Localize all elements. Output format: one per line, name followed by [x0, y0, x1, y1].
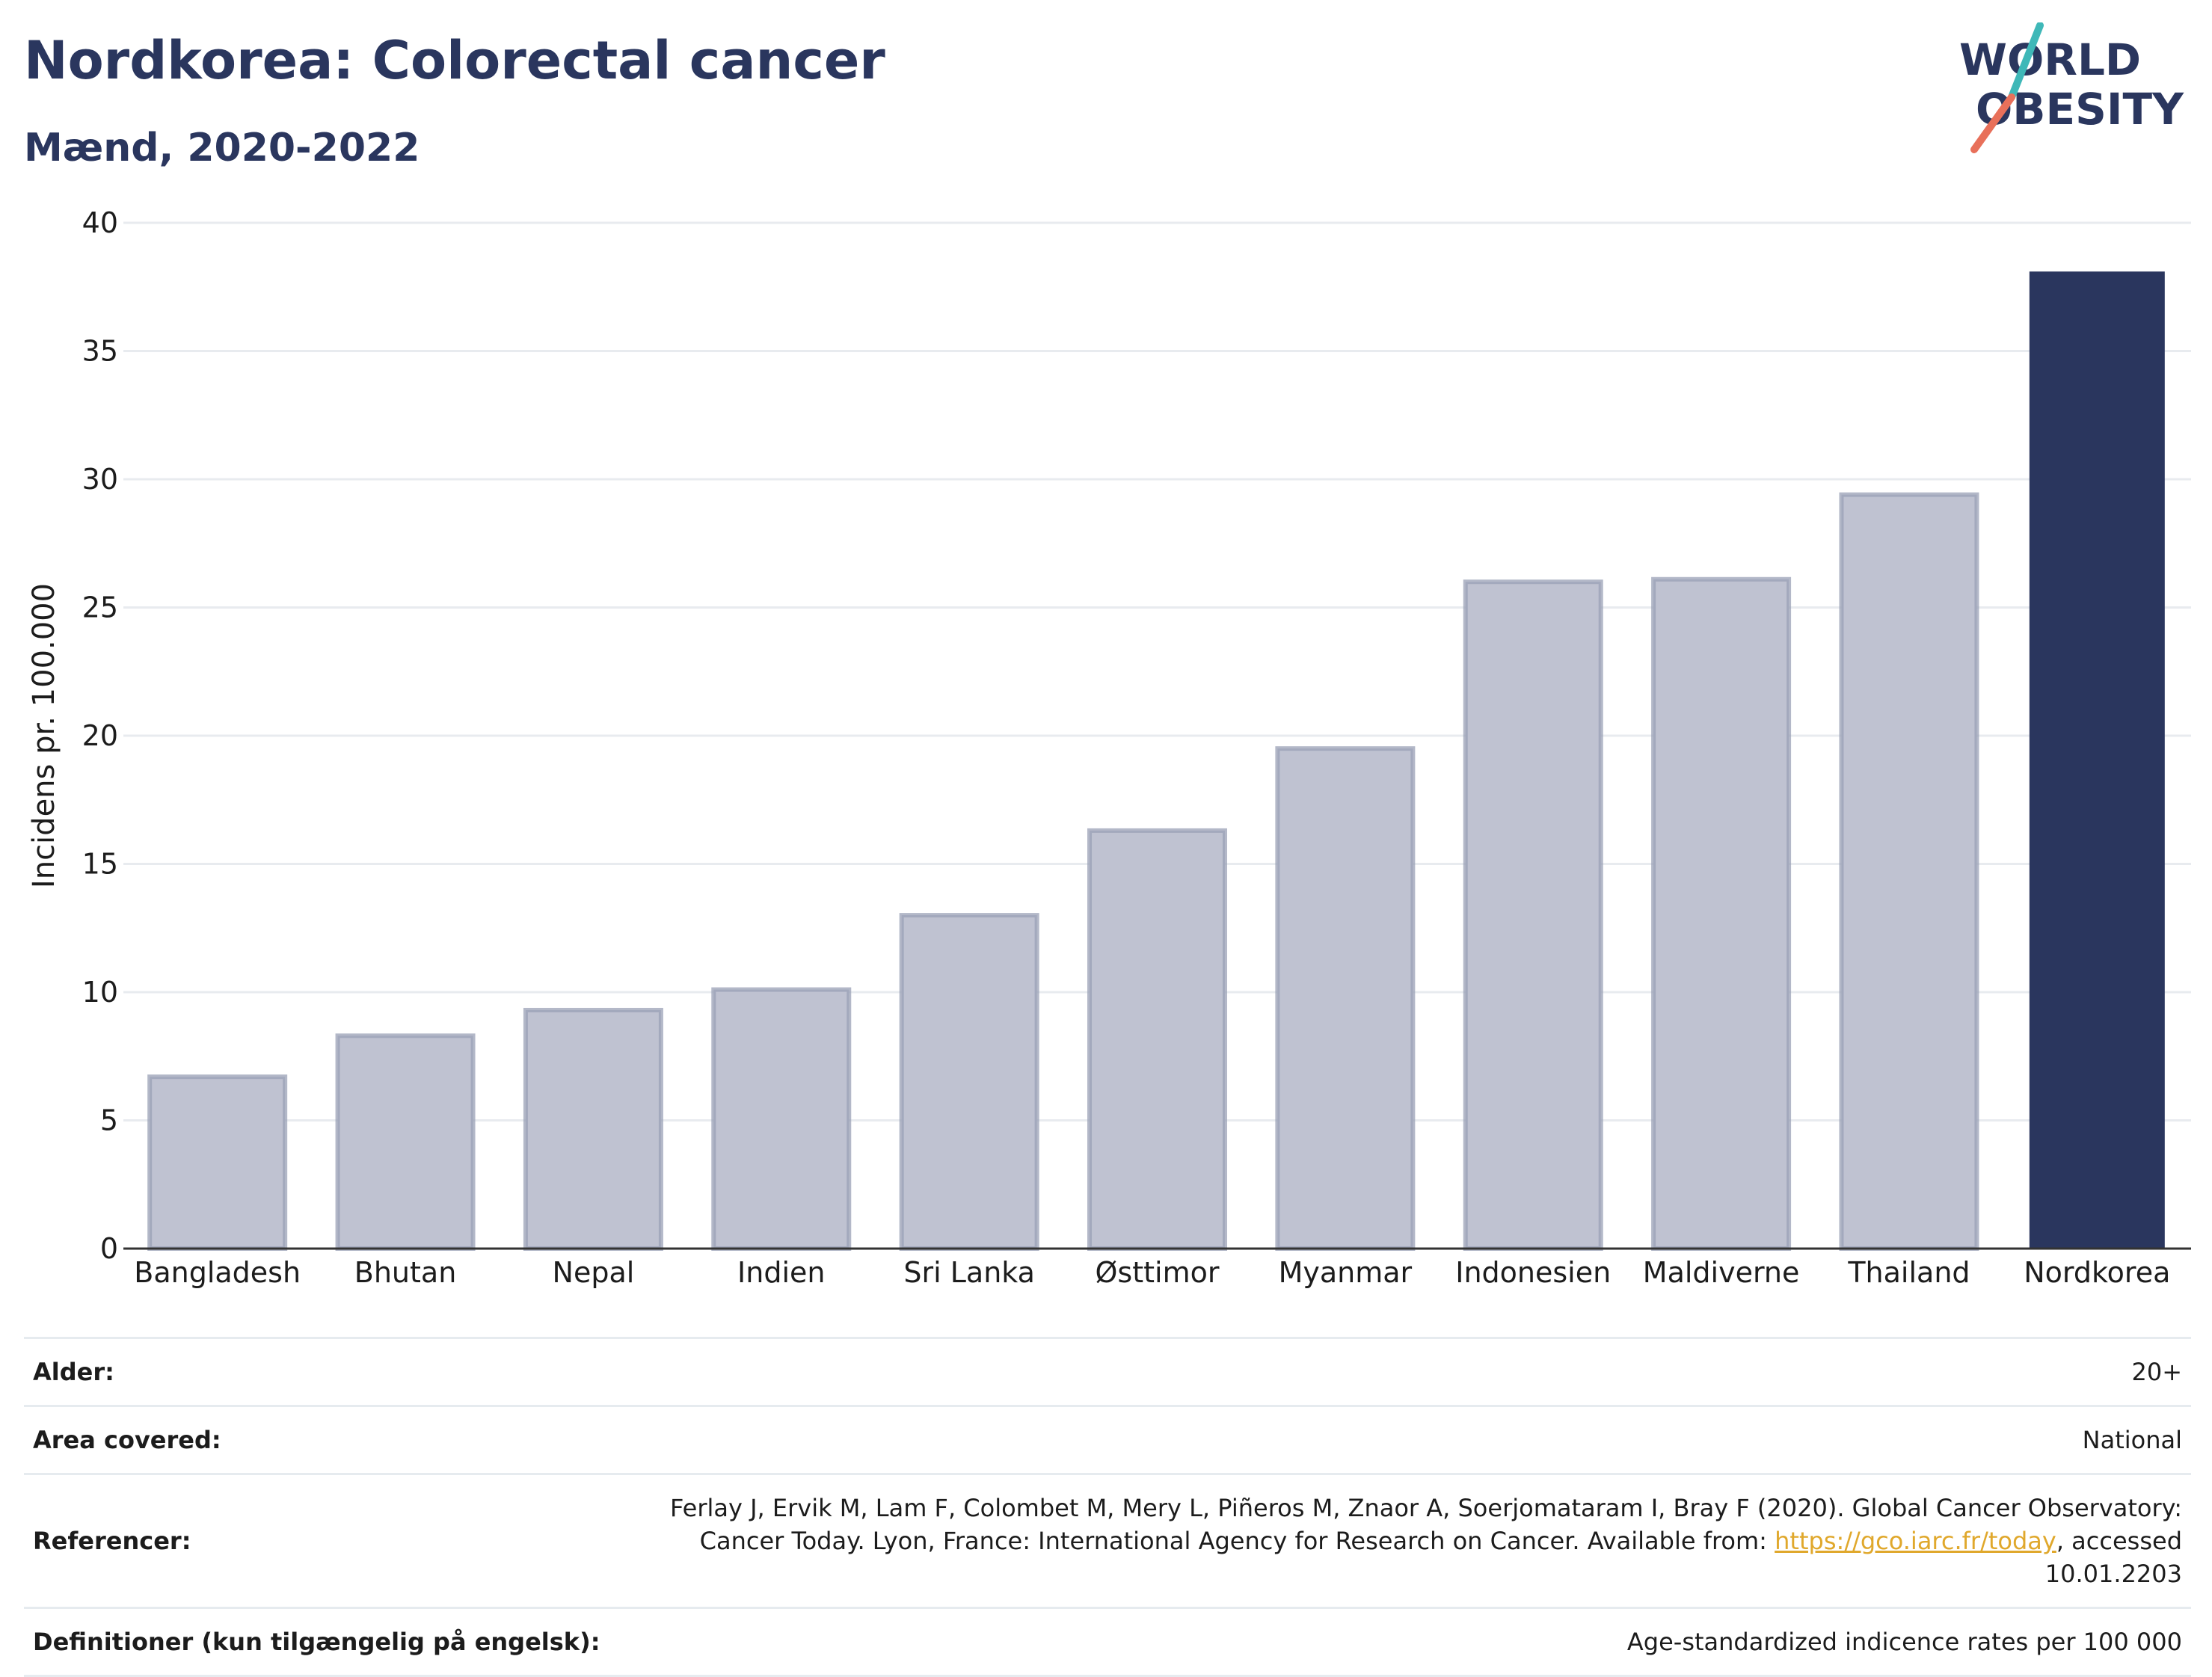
info-row: Area covered: National — [24, 1405, 2191, 1473]
info-row: Alder: 20+ — [24, 1337, 2191, 1405]
bars — [147, 271, 2165, 1252]
world-obesity-logo: WORLD OBESITY — [1959, 22, 2184, 153]
page-title: Nordkorea: Colorectal cancer — [24, 30, 885, 91]
y-tick-label: 20 — [82, 719, 118, 752]
bar-nordkorea — [2029, 271, 2165, 1249]
bar-chart: 0 5 10 15 20 25 30 35 40 Bangladesh Bhutan Nepal In… — [27, 206, 2191, 1289]
info-label: Referencer: — [33, 1527, 191, 1555]
y-tick-label: 30 — [82, 463, 118, 496]
bar-thailand — [1839, 492, 1979, 1251]
info-table: Alder: 20+ Area covered: National Referencer… — [24, 1337, 2191, 1677]
logo-slash-teal — [2008, 22, 2044, 101]
info-row: Referencer: Ferlay J, Ervik M, Lam F, Col… — [24, 1473, 2191, 1607]
bar-sri-lanka — [899, 913, 1039, 1251]
y-axis-ticks: 0 5 10 15 20 25 30 35 40 — [82, 206, 118, 1265]
info-value-text: Age-standardized indicence rates per 100… — [1626, 1628, 2182, 1656]
bar-nepal — [523, 1008, 663, 1251]
reference-link[interactable]: https://gco.iarc.fr/today — [1775, 1527, 2056, 1555]
x-tick-label: Sri Lanka — [903, 1256, 1035, 1289]
page-subtitle: Mænd, 2020-2022 — [24, 126, 420, 170]
info-value: Ferlay J, Ervik M, Lam F, Colombet M, Me… — [582, 1492, 2182, 1590]
bar-bhutan — [335, 1033, 476, 1252]
logo-slash-coral — [1970, 93, 2015, 153]
bar-bangladesh — [147, 1074, 288, 1251]
x-tick-label: Nordkorea — [2024, 1256, 2170, 1289]
x-tick-label: Myanmar — [1279, 1256, 1413, 1289]
x-tick-label: Indien — [737, 1256, 825, 1289]
info-value: Age-standardized indicence rates per 100… — [1627, 1625, 2182, 1658]
y-tick-label: 40 — [82, 206, 118, 239]
y-tick-label: 35 — [82, 335, 118, 368]
logo-line-1: WORLD — [1959, 34, 2141, 85]
bar-indonesien — [1463, 579, 1603, 1251]
x-tick-label: Maldiverne — [1643, 1256, 1800, 1289]
y-tick-label: 25 — [82, 591, 118, 624]
y-tick-label: 0 — [100, 1232, 118, 1265]
x-tick-label: Bhutan — [354, 1256, 457, 1289]
info-value-suffix: , accessed 10.01.2203 — [2044, 1527, 2182, 1588]
bar-maldiverne — [1651, 576, 1792, 1251]
info-label: Definitioner (kun tilgængelig på engelsk… — [33, 1628, 600, 1656]
info-value-text: National — [2082, 1426, 2182, 1454]
bar-myanmar — [1275, 746, 1416, 1251]
info-value: 20+ — [2131, 1356, 2182, 1388]
x-tick-label: Indonesien — [1455, 1256, 1611, 1289]
x-tick-label: Thailand — [1847, 1256, 1970, 1289]
info-value: National — [2083, 1424, 2182, 1456]
x-tick-label: Østtimor — [1096, 1256, 1220, 1289]
bar-indien — [711, 987, 852, 1251]
info-value-text: Ferlay J, Ervik M, Lam F, Colombet M, Me… — [670, 1494, 2182, 1555]
x-tick-label: Bangladesh — [134, 1256, 301, 1289]
x-axis-ticks: Bangladesh Bhutan Nepal Indien Sri Lanka Østt… — [134, 1256, 2170, 1289]
y-tick-label: 15 — [82, 848, 118, 881]
bar-østtimor — [1087, 828, 1227, 1252]
y-tick-label: 10 — [82, 976, 118, 1009]
info-label: Alder: — [33, 1358, 114, 1386]
y-tick-label: 5 — [100, 1104, 118, 1137]
info-label: Area covered: — [33, 1426, 221, 1454]
info-row: Definitioner (kun tilgængelig på engelsk… — [24, 1607, 2191, 1677]
x-tick-label: Nepal — [553, 1256, 635, 1289]
info-value-text: 20+ — [2131, 1358, 2182, 1386]
y-axis-label: Incidens pr. 100.000 — [27, 583, 61, 888]
